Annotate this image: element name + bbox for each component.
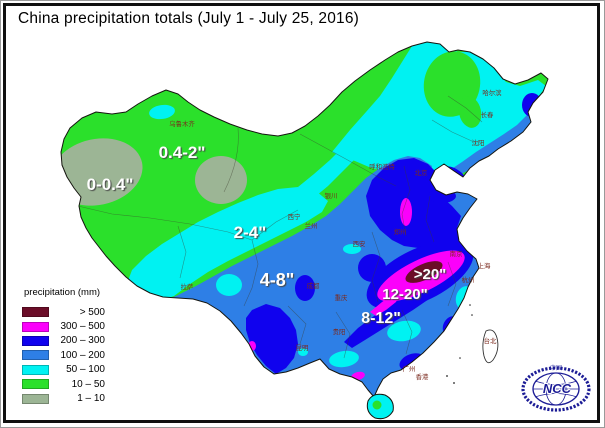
legend-row: 200 – 300 — [22, 334, 105, 348]
region-label: 12-20" — [382, 286, 427, 303]
island-dots — [446, 304, 473, 384]
legend-row: 100 – 200 — [22, 348, 105, 362]
legend-swatch — [22, 379, 49, 390]
legend-row: 10 – 50 — [22, 377, 105, 391]
region-label: 8-12" — [361, 310, 401, 327]
logo-country-text: 中国 — [550, 364, 562, 372]
legend-label: 50 – 100 — [66, 364, 105, 376]
city-label: 昆明 — [296, 344, 309, 352]
legend-label: 200 – 300 — [60, 335, 106, 347]
city-label: 西安 — [353, 239, 366, 248]
city-label: 长春 — [481, 110, 494, 119]
page-title: China precipitation totals (July 1 - Jul… — [18, 10, 360, 27]
logo-wreath — [521, 366, 591, 412]
legend-swatch — [22, 393, 49, 404]
city-label: 郑州 — [394, 228, 407, 236]
logo-abbr-text: NCC — [543, 381, 572, 396]
map-frame-border — [3, 3, 600, 423]
legend-swatch — [22, 350, 49, 361]
city-label: 兰州 — [305, 221, 318, 230]
city-label: 西宁 — [288, 212, 301, 221]
region-label: 2-4" — [234, 223, 267, 242]
city-label: 乌鲁木齐 — [169, 119, 195, 128]
city-label: 重庆 — [335, 293, 348, 302]
legend-rows: > 500 300 – 500 200 – 300 100 – 200 50 – 100… — [22, 305, 105, 406]
city-label: 杭州 — [462, 275, 475, 284]
region-label: >20" — [414, 266, 447, 283]
city-label: 北京 — [415, 168, 428, 177]
city-label: 沈阳 — [472, 138, 485, 147]
legend-label: > 500 — [79, 306, 105, 318]
legend: precipitation (mm) > 500 300 – 500 200 – 3… — [22, 287, 105, 406]
taiwan-island — [482, 329, 499, 364]
legend-label: 10 – 50 — [71, 378, 105, 390]
legend-swatch — [22, 307, 49, 318]
legend-row: > 500 — [22, 305, 105, 319]
precipitation-region-labels: 0-0.4" 0.4-2" 2-4" 4-8" 8-12" 12-20" >20" — [87, 143, 447, 327]
city-label: 南京 — [450, 249, 463, 258]
legend-swatch — [22, 335, 49, 346]
legend-swatch — [22, 364, 49, 375]
region-label: 0.4-2" — [159, 143, 206, 162]
city-label: 银川 — [325, 191, 338, 200]
legend-row: 50 – 100 — [22, 363, 105, 377]
city-label: 上海 — [478, 261, 491, 270]
city-label: 香港 — [416, 372, 429, 381]
city-label: 拉萨 — [181, 282, 194, 291]
legend-swatch — [22, 321, 49, 332]
region-label: 4-8" — [260, 270, 295, 290]
city-label: 成都 — [307, 281, 320, 290]
city-label: 贵阳 — [333, 327, 346, 336]
city-label: 台北 — [484, 336, 497, 345]
city-label: 广州 — [403, 364, 416, 373]
legend-row: 1 – 10 — [22, 391, 105, 405]
hainan-green-patch — [372, 400, 382, 410]
region-label: 0-0.4" — [87, 175, 134, 194]
ncc-logo: 中国 NCC — [521, 364, 591, 412]
legend-label: 300 – 500 — [60, 321, 106, 333]
city-label: 呼和浩特 — [369, 162, 395, 171]
legend-row: 300 – 500 — [22, 319, 105, 333]
legend-title: precipitation (mm) — [24, 287, 101, 298]
legend-label: 100 – 200 — [60, 349, 106, 361]
city-label: 哈尔滨 — [482, 88, 502, 97]
legend-label: 1 – 10 — [77, 393, 105, 405]
province-borders — [77, 95, 483, 359]
